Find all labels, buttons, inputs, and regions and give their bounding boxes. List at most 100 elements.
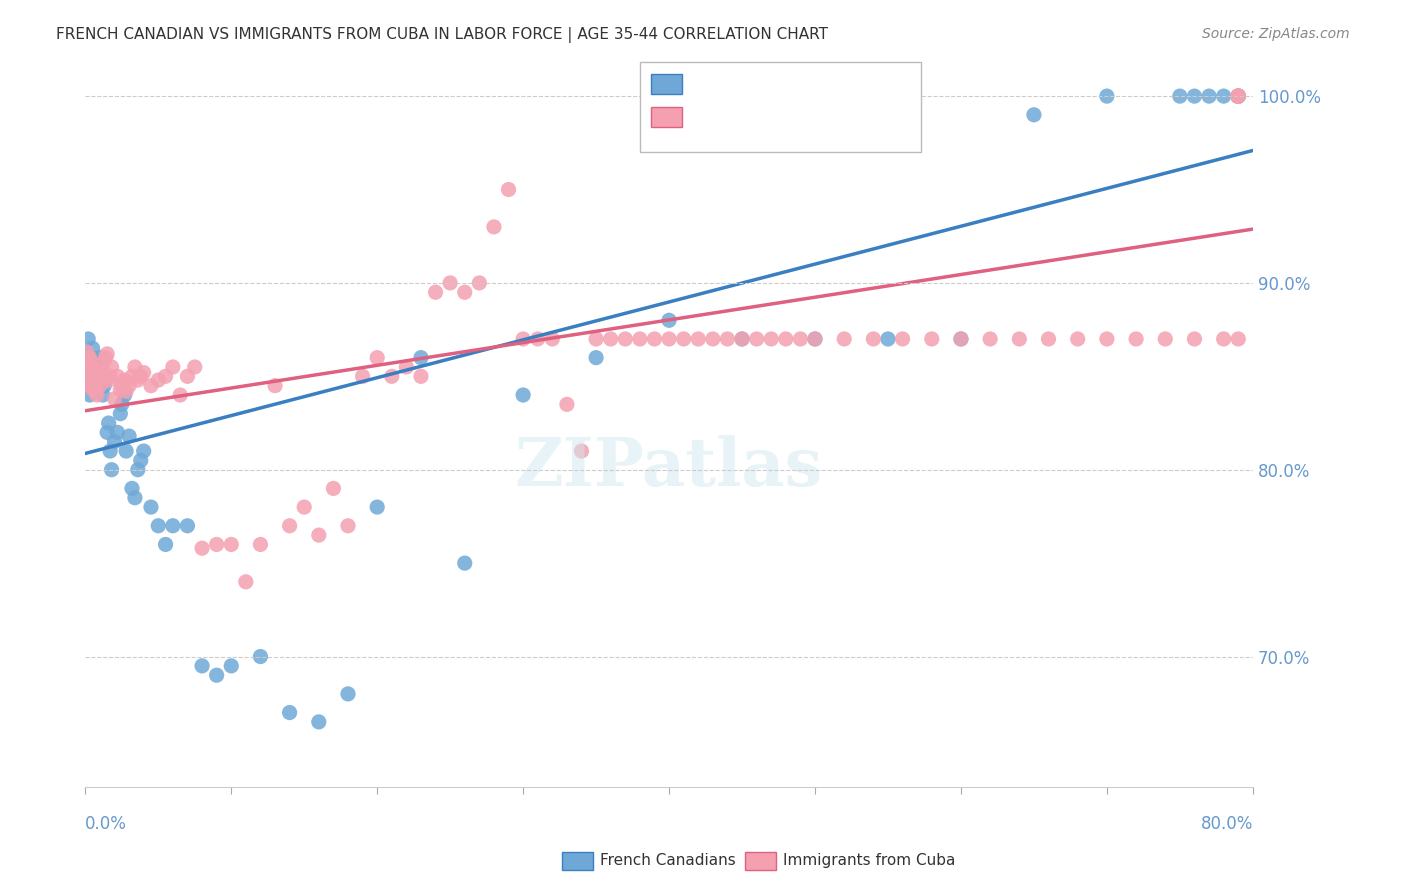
Point <box>1154 332 1177 346</box>
Point <box>702 332 724 346</box>
Point <box>366 351 388 365</box>
Point <box>110 383 132 397</box>
Point <box>139 500 162 514</box>
Point <box>89 366 111 380</box>
Point <box>82 359 104 374</box>
Point <box>155 369 177 384</box>
Point <box>162 518 184 533</box>
Point <box>789 332 811 346</box>
Point <box>1227 89 1250 103</box>
Text: 80.0%: 80.0% <box>1201 815 1253 833</box>
Point <box>512 332 534 346</box>
Point <box>82 383 104 397</box>
Point <box>82 373 104 387</box>
Point <box>337 687 360 701</box>
Point <box>468 276 491 290</box>
Point <box>292 500 315 514</box>
Point <box>77 368 100 382</box>
Point <box>86 388 108 402</box>
Point <box>1227 89 1250 103</box>
Point <box>352 369 374 384</box>
Point <box>86 378 108 392</box>
Point <box>87 366 110 380</box>
Point <box>672 332 695 346</box>
Point <box>77 359 100 374</box>
Point <box>716 332 738 346</box>
Point <box>1095 332 1118 346</box>
Point <box>83 359 105 374</box>
Point <box>1227 89 1250 103</box>
Point <box>100 359 122 374</box>
Point <box>94 369 117 384</box>
Point <box>176 369 198 384</box>
Point <box>111 397 134 411</box>
Point <box>124 491 146 505</box>
Point <box>1227 89 1250 103</box>
Point <box>148 518 170 533</box>
Point <box>1067 332 1090 346</box>
Point <box>118 429 141 443</box>
Point <box>83 362 105 376</box>
Point <box>83 373 105 387</box>
Point <box>80 366 103 380</box>
Text: R = 0.081    N = 120: R = 0.081 N = 120 <box>689 108 876 126</box>
Point <box>1227 89 1250 103</box>
Text: French Canadians: French Canadians <box>600 854 737 868</box>
Point <box>115 444 138 458</box>
Point <box>76 345 98 359</box>
Point <box>1184 332 1206 346</box>
Point <box>79 364 101 378</box>
Point <box>1227 89 1250 103</box>
Text: ZIPatlas: ZIPatlas <box>515 435 823 500</box>
Point <box>877 332 900 346</box>
Point <box>555 397 578 411</box>
Point <box>76 356 98 370</box>
Point <box>308 528 330 542</box>
Point <box>205 537 228 551</box>
Point <box>1095 89 1118 103</box>
Point <box>219 658 242 673</box>
Point <box>658 313 681 327</box>
Point <box>249 537 271 551</box>
Point <box>114 388 136 402</box>
Point <box>731 332 754 346</box>
Point <box>278 518 301 533</box>
Point <box>82 369 104 384</box>
Point <box>322 482 344 496</box>
Point <box>1227 332 1250 346</box>
Point <box>97 373 120 387</box>
Point <box>114 373 136 387</box>
Point <box>91 366 114 380</box>
Point <box>79 351 101 365</box>
Point <box>891 332 914 346</box>
Point <box>949 332 972 346</box>
Text: Immigrants from Cuba: Immigrants from Cuba <box>783 854 956 868</box>
Point <box>77 373 100 387</box>
Point <box>76 356 98 370</box>
Point <box>454 556 477 570</box>
Point <box>139 378 162 392</box>
Point <box>91 388 114 402</box>
Point <box>80 378 103 392</box>
Point <box>439 276 461 290</box>
Point <box>77 354 100 368</box>
Point <box>184 359 207 374</box>
Point <box>89 378 111 392</box>
Point <box>614 332 637 346</box>
Point <box>395 359 418 374</box>
Point <box>191 658 214 673</box>
Point <box>804 332 827 346</box>
Point <box>979 332 1001 346</box>
Point <box>191 541 214 556</box>
Point <box>76 364 98 378</box>
Point <box>585 332 607 346</box>
Point <box>658 332 681 346</box>
Point <box>155 537 177 551</box>
Point <box>337 518 360 533</box>
Point <box>1227 89 1250 103</box>
Point <box>1227 89 1250 103</box>
Point <box>90 359 112 374</box>
Point <box>82 383 104 397</box>
Point <box>249 649 271 664</box>
Point <box>775 332 797 346</box>
